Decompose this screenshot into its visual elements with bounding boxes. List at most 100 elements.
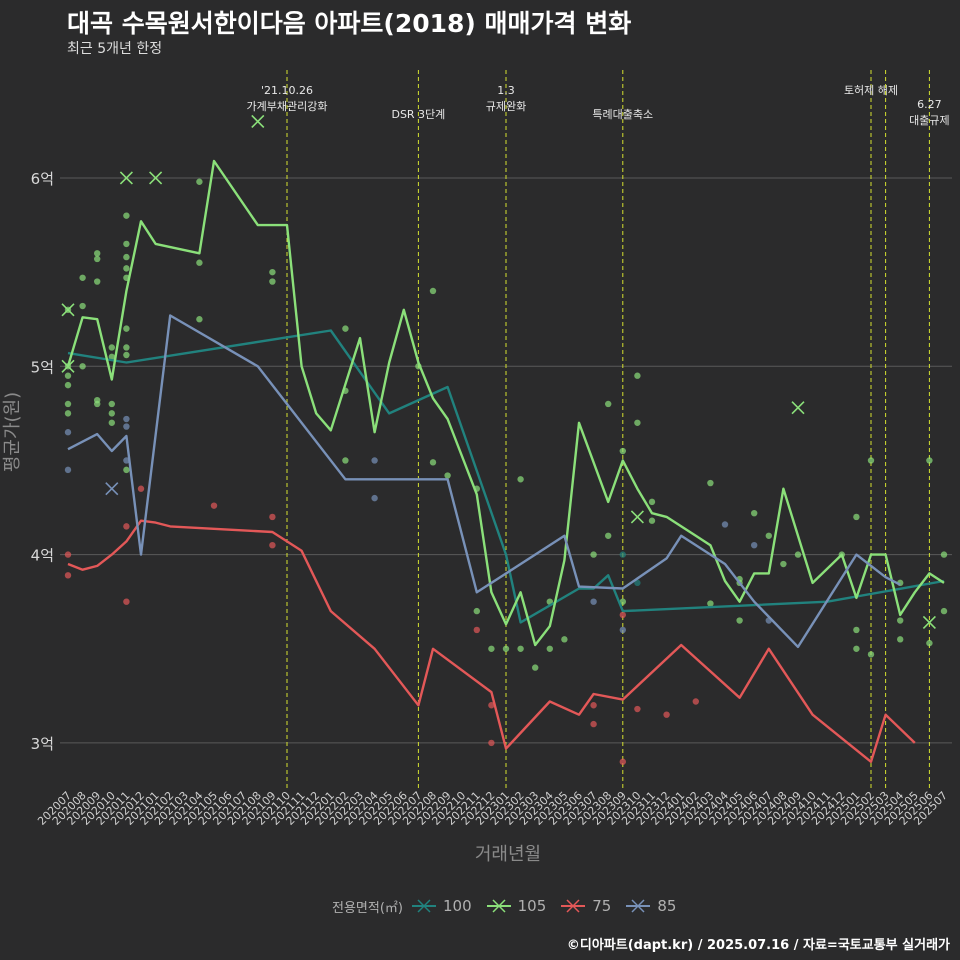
legend-key-100 — [411, 899, 436, 913]
scatter-point-105 — [429, 287, 437, 295]
scatter-point-105 — [64, 410, 72, 417]
scatter-point-100 — [634, 579, 641, 587]
cross-layer — [61, 114, 936, 629]
series-line-85 — [67, 314, 901, 649]
scatter-point-105 — [108, 410, 116, 417]
event-label: 1.3 — [497, 84, 515, 97]
legend-label-85: 85 — [657, 897, 677, 915]
cross-marker — [630, 510, 644, 524]
scatter-point-85 — [371, 457, 378, 464]
scatter-point-105 — [532, 664, 539, 671]
scatter-point-105 — [707, 600, 714, 607]
scatter-point-105 — [108, 353, 116, 361]
series-line-100 — [67, 329, 945, 624]
scatter-point-105 — [269, 278, 276, 285]
scatter-point-105 — [94, 400, 101, 408]
scatter-point-105 — [546, 645, 553, 652]
x-axis-label: 거래년월 — [475, 844, 541, 865]
scatter-point-105 — [123, 325, 130, 332]
scatter-point-105 — [342, 457, 349, 464]
scatter-point-75 — [692, 698, 699, 705]
event-label: '21.10.26 — [261, 84, 313, 97]
scatter-point-105 — [94, 250, 101, 257]
source-caption: ©디아파트(dapt.kr) / 2025.07.16 / 자료=국토교통부 실… — [566, 938, 950, 953]
scatter-point-75 — [64, 551, 72, 558]
scatter-point-105 — [707, 479, 714, 487]
scatter-point-85 — [619, 626, 626, 634]
scatter-point-105 — [605, 532, 612, 539]
scatter-point-105 — [897, 636, 904, 643]
scatter-point-105 — [79, 363, 86, 370]
scatter-point-105 — [736, 617, 743, 624]
scatter-point-105 — [64, 381, 72, 389]
y-tick-label: 4억 — [31, 547, 54, 565]
scatter-point-105 — [123, 212, 130, 219]
scatter-point-105 — [940, 551, 948, 558]
cross-marker — [119, 171, 133, 185]
scatter-point-85 — [590, 598, 597, 605]
scatter-point-105 — [634, 372, 641, 379]
scatter-point-105 — [926, 457, 933, 464]
cross-marker — [251, 114, 265, 129]
legend-item-85: 85 — [625, 896, 676, 916]
scatter-point-105 — [867, 651, 875, 658]
scatter-point-105 — [123, 344, 130, 351]
cross-marker — [791, 401, 805, 415]
scatter-point-105 — [502, 645, 510, 652]
scatter-point-105 — [94, 278, 101, 285]
scatter-point-75 — [619, 758, 626, 765]
scatter-point-85 — [123, 415, 130, 423]
scatter-point-105 — [108, 419, 116, 426]
scatter-point-105 — [867, 457, 875, 464]
scatter-point-75 — [123, 523, 130, 530]
scatter-point-105 — [926, 639, 933, 647]
scatter-point-85 — [123, 457, 130, 464]
scatter-point-75 — [619, 611, 626, 619]
line-layer — [66, 159, 945, 763]
legend: 전용면적(㎡) 100 105 75 85 — [332, 896, 690, 916]
scatter-point-105 — [517, 476, 524, 483]
scatter-point-105 — [853, 626, 860, 634]
axis-layer: 3억4억5억6억20200720200820200920201020201120… — [31, 170, 950, 828]
event-label: 특례대출축소 — [592, 108, 653, 121]
chart-subtitle: 최근 5개년 한정 — [67, 41, 163, 57]
legend-key-105 — [486, 899, 511, 913]
cross-marker — [61, 359, 75, 373]
scatter-layer — [64, 178, 948, 765]
cross-marker — [61, 303, 75, 317]
scatter-point-85 — [64, 466, 72, 474]
scatter-point-105 — [780, 560, 787, 568]
scatter-point-105 — [444, 472, 451, 479]
scatter-point-75 — [590, 702, 597, 709]
scatter-point-105 — [853, 645, 860, 652]
scatter-point-105 — [108, 344, 116, 351]
scatter-point-105 — [605, 400, 612, 408]
scatter-point-85 — [123, 423, 130, 430]
scatter-point-105 — [619, 447, 626, 455]
scatter-point-105 — [64, 372, 72, 379]
y-tick-label: 5억 — [31, 358, 54, 376]
legend-key-75 — [561, 899, 586, 913]
legend-key-85 — [626, 899, 651, 913]
event-label: 가계부채관리강화 — [247, 100, 328, 113]
scatter-point-75 — [210, 502, 218, 509]
scatter-point-105 — [488, 645, 495, 652]
scatter-point-105 — [765, 532, 772, 539]
scatter-point-105 — [794, 551, 802, 558]
scatter-point-75 — [590, 720, 597, 728]
scatter-point-105 — [751, 509, 758, 517]
cross-marker — [105, 482, 119, 496]
scatter-point-75 — [137, 485, 145, 492]
scatter-point-105 — [94, 255, 101, 263]
scatter-point-100 — [619, 551, 626, 558]
scatter-point-75 — [123, 598, 130, 605]
scatter-point-75 — [634, 705, 641, 713]
series-line-75 — [67, 519, 916, 763]
scatter-point-105 — [853, 513, 860, 521]
scatter-point-105 — [64, 400, 72, 408]
scatter-point-85 — [371, 494, 378, 502]
scatter-point-105 — [648, 498, 656, 506]
scatter-point-105 — [561, 636, 568, 643]
